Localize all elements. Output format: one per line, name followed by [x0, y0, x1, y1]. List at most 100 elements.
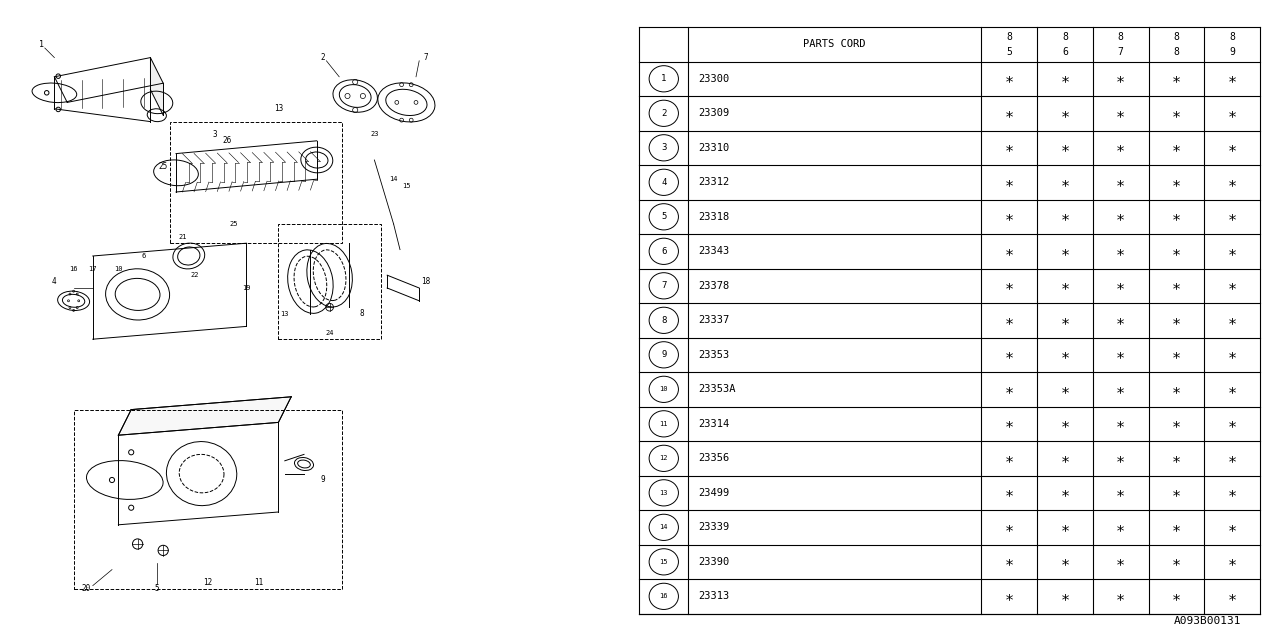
Text: 23313: 23313 — [699, 591, 730, 602]
Text: ∗: ∗ — [1116, 589, 1125, 604]
Text: PARTS CORD: PARTS CORD — [804, 39, 867, 49]
Text: ∗: ∗ — [1005, 140, 1014, 156]
Text: 23353: 23353 — [699, 350, 730, 360]
Text: ∗: ∗ — [1116, 140, 1125, 156]
Text: ∗: ∗ — [1228, 278, 1236, 293]
Text: ∗: ∗ — [1172, 71, 1181, 86]
Text: 1: 1 — [660, 74, 667, 83]
Text: ∗: ∗ — [1172, 382, 1181, 397]
Text: 11: 11 — [659, 421, 668, 427]
Text: ∗: ∗ — [1172, 485, 1181, 500]
Text: ∗: ∗ — [1172, 313, 1181, 328]
Text: 6: 6 — [142, 253, 146, 259]
Text: ∗: ∗ — [1172, 140, 1181, 156]
Text: ∗: ∗ — [1060, 209, 1070, 224]
Text: ∗: ∗ — [1005, 71, 1014, 86]
Text: 23300: 23300 — [699, 74, 730, 84]
Text: ∗: ∗ — [1005, 520, 1014, 535]
Text: 8: 8 — [1174, 47, 1179, 57]
Text: 15: 15 — [659, 559, 668, 565]
Text: 23390: 23390 — [699, 557, 730, 567]
Text: 5: 5 — [660, 212, 667, 221]
Text: ∗: ∗ — [1005, 589, 1014, 604]
Text: 8: 8 — [1174, 32, 1179, 42]
Text: ∗: ∗ — [1116, 106, 1125, 121]
Text: 26: 26 — [223, 136, 232, 145]
Text: 9: 9 — [660, 350, 667, 359]
Text: ∗: ∗ — [1060, 417, 1070, 431]
Text: 23499: 23499 — [699, 488, 730, 498]
Text: 10: 10 — [659, 387, 668, 392]
Text: ∗: ∗ — [1060, 589, 1070, 604]
Text: 15: 15 — [402, 182, 411, 189]
Text: 23337: 23337 — [699, 316, 730, 325]
Text: ∗: ∗ — [1060, 554, 1070, 570]
Text: 8: 8 — [1006, 32, 1012, 42]
Text: 9: 9 — [321, 476, 325, 484]
Text: 22: 22 — [191, 272, 200, 278]
Text: ∗: ∗ — [1228, 451, 1236, 466]
Text: 23353A: 23353A — [699, 385, 736, 394]
Text: ∗: ∗ — [1060, 382, 1070, 397]
Text: 23356: 23356 — [699, 453, 730, 463]
Text: 2: 2 — [660, 109, 667, 118]
Text: ∗: ∗ — [1005, 313, 1014, 328]
Text: 12: 12 — [659, 455, 668, 461]
Text: ∗: ∗ — [1228, 589, 1236, 604]
Text: 23343: 23343 — [699, 246, 730, 256]
Text: 13: 13 — [659, 490, 668, 496]
Polygon shape — [55, 58, 164, 102]
Text: 23314: 23314 — [699, 419, 730, 429]
Text: 25: 25 — [229, 221, 238, 227]
Text: ∗: ∗ — [1228, 106, 1236, 121]
Text: ∗: ∗ — [1116, 417, 1125, 431]
Text: 5: 5 — [1006, 47, 1012, 57]
Text: ∗: ∗ — [1060, 520, 1070, 535]
Text: 25: 25 — [159, 162, 168, 171]
Text: ∗: ∗ — [1116, 451, 1125, 466]
Text: 23310: 23310 — [699, 143, 730, 153]
Text: 7: 7 — [660, 282, 667, 291]
Text: ∗: ∗ — [1116, 554, 1125, 570]
Text: ∗: ∗ — [1228, 520, 1236, 535]
Text: 4: 4 — [660, 178, 667, 187]
Text: 23312: 23312 — [699, 177, 730, 188]
Text: ∗: ∗ — [1172, 589, 1181, 604]
Text: ∗: ∗ — [1005, 485, 1014, 500]
Text: 14: 14 — [659, 524, 668, 531]
Text: 8: 8 — [660, 316, 667, 325]
Text: 23378: 23378 — [699, 281, 730, 291]
Text: ∗: ∗ — [1116, 244, 1125, 259]
Text: ∗: ∗ — [1116, 175, 1125, 190]
Text: 8: 8 — [1229, 32, 1235, 42]
Text: ∗: ∗ — [1005, 244, 1014, 259]
Text: ∗: ∗ — [1060, 348, 1070, 362]
Text: ∗: ∗ — [1116, 382, 1125, 397]
Text: ∗: ∗ — [1172, 417, 1181, 431]
Text: 3: 3 — [212, 130, 216, 139]
Text: ∗: ∗ — [1116, 348, 1125, 362]
Text: 19: 19 — [242, 285, 251, 291]
Text: A093B00131: A093B00131 — [1174, 616, 1242, 626]
Text: ∗: ∗ — [1172, 451, 1181, 466]
Text: 13: 13 — [280, 310, 289, 317]
Text: ∗: ∗ — [1005, 417, 1014, 431]
Text: ∗: ∗ — [1116, 520, 1125, 535]
Text: ∗: ∗ — [1228, 244, 1236, 259]
Text: ∗: ∗ — [1005, 382, 1014, 397]
Text: ∗: ∗ — [1060, 140, 1070, 156]
Text: ∗: ∗ — [1005, 554, 1014, 570]
Text: 21: 21 — [178, 234, 187, 240]
Text: ∗: ∗ — [1172, 244, 1181, 259]
Text: ∗: ∗ — [1060, 313, 1070, 328]
Text: ∗: ∗ — [1116, 313, 1125, 328]
Text: 1: 1 — [40, 40, 44, 49]
Text: ∗: ∗ — [1172, 175, 1181, 190]
Text: ∗: ∗ — [1060, 71, 1070, 86]
Text: 6: 6 — [660, 247, 667, 256]
Text: 24: 24 — [325, 330, 334, 336]
Text: 16: 16 — [69, 266, 78, 272]
Text: ∗: ∗ — [1228, 554, 1236, 570]
Text: 8: 8 — [360, 309, 364, 318]
Bar — [279, 224, 381, 339]
